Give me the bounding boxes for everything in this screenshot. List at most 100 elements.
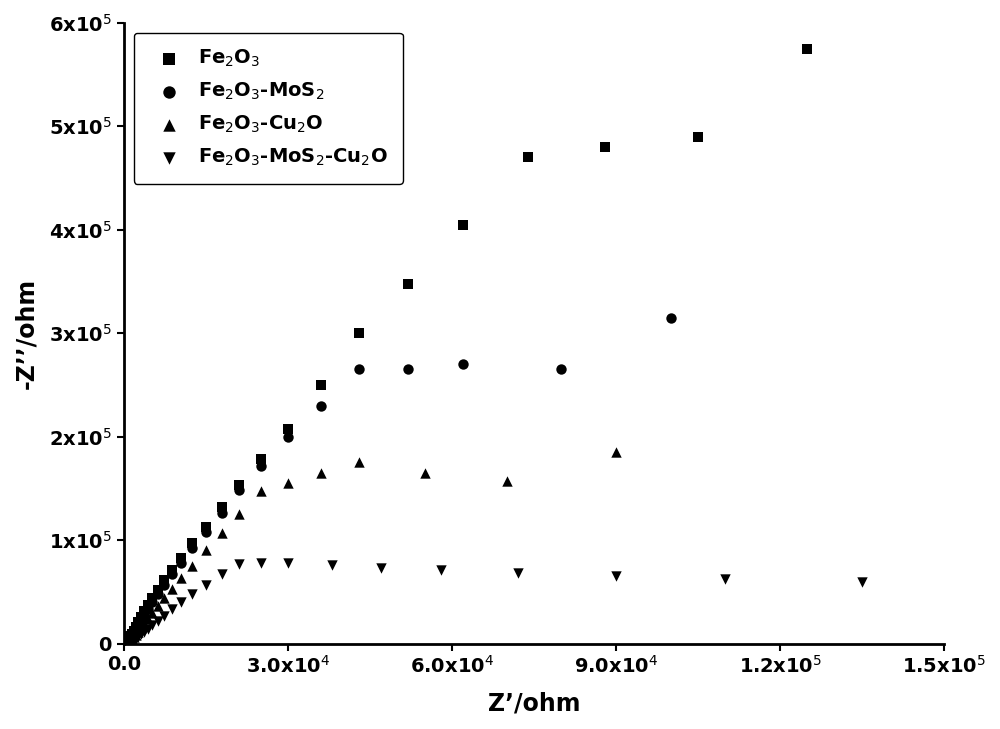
Fe$_{2}$O$_{3}$-MoS$_{2}$ bbox=[130, 620, 146, 631]
Fe$_{2}$O$_{3}$ bbox=[130, 617, 146, 628]
Fe$_{2}$O$_{3}$-Cu$_{2}$O bbox=[164, 583, 180, 595]
Fe$_{2}$O$_{3}$ bbox=[351, 327, 367, 339]
Fe$_{2}$O$_{3}$-Cu$_{2}$O bbox=[144, 607, 160, 619]
Fe$_{2}$O$_{3}$-Cu$_{2}$O bbox=[253, 486, 269, 497]
Fe$_{2}$O$_{3}$-MoS$_{2}$ bbox=[400, 364, 416, 375]
Fe$_{2}$O$_{3}$-MoS$_{2}$ bbox=[126, 628, 142, 639]
Fe$_{2}$O$_{3}$-MoS$_{2}$-Cu$_{2}$O bbox=[130, 631, 146, 642]
Fe$_{2}$O$_{3}$-Cu$_{2}$O bbox=[140, 613, 156, 625]
Fe$_{2}$O$_{3}$-MoS$_{2}$-Cu$_{2}$O bbox=[121, 636, 137, 648]
Fe$_{2}$O$_{3}$-MoS$_{2}$-Cu$_{2}$O bbox=[133, 628, 149, 640]
Fe$_{2}$O$_{3}$-MoS$_{2}$-Cu$_{2}$O bbox=[126, 634, 142, 646]
Fe$_{2}$O$_{3}$-Cu$_{2}$O bbox=[417, 467, 433, 479]
Fe$_{2}$O$_{3}$-Cu$_{2}$O bbox=[499, 475, 515, 487]
Fe$_{2}$O$_{3}$ bbox=[690, 130, 706, 142]
Fe$_{2}$O$_{3}$ bbox=[520, 152, 536, 163]
Fe$_{2}$O$_{3}$ bbox=[122, 631, 138, 642]
Fe$_{2}$O$_{3}$ bbox=[214, 501, 230, 512]
Fe$_{2}$O$_{3}$-MoS$_{2}$ bbox=[150, 588, 166, 600]
Fe$_{2}$O$_{3}$ bbox=[128, 621, 144, 633]
Fe$_{2}$O$_{3}$-MoS$_{2}$ bbox=[455, 359, 471, 370]
Fe$_{2}$O$_{3}$-Cu$_{2}$O bbox=[150, 601, 166, 612]
Fe$_{2}$O$_{3}$-MoS$_{2}$-Cu$_{2}$O bbox=[144, 619, 160, 631]
Fe$_{2}$O$_{3}$-MoS$_{2}$ bbox=[136, 609, 152, 621]
Fe$_{2}$O$_{3}$ bbox=[455, 219, 471, 230]
Fe$_{2}$O$_{3}$-MoS$_{2}$ bbox=[253, 460, 269, 472]
Fe$_{2}$O$_{3}$-Cu$_{2}$O bbox=[118, 637, 134, 649]
Fe$_{2}$O$_{3}$-Cu$_{2}$O bbox=[280, 477, 296, 489]
Fe$_{2}$O$_{3}$-Cu$_{2}$O bbox=[214, 527, 230, 539]
Fe$_{2}$O$_{3}$-MoS$_{2}$-Cu$_{2}$O bbox=[324, 559, 340, 571]
Fe$_{2}$O$_{3}$-MoS$_{2}$ bbox=[198, 526, 214, 537]
Fe$_{2}$O$_{3}$-MoS$_{2}$-Cu$_{2}$O bbox=[164, 604, 180, 615]
Fe$_{2}$O$_{3}$-MoS$_{2}$ bbox=[120, 635, 136, 647]
Fe$_{2}$O$_{3}$-Cu$_{2}$O bbox=[119, 637, 135, 649]
Fe$_{2}$O$_{3}$ bbox=[124, 628, 140, 639]
Fe$_{2}$O$_{3}$-MoS$_{2}$-Cu$_{2}$O bbox=[214, 569, 230, 580]
Fe$_{2}$O$_{3}$-Cu$_{2}$O bbox=[128, 628, 144, 640]
Fe$_{2}$O$_{3}$-MoS$_{2}$-Cu$_{2}$O bbox=[120, 637, 136, 649]
Fe$_{2}$O$_{3}$-MoS$_{2}$-Cu$_{2}$O bbox=[198, 579, 214, 590]
Fe$_{2}$O$_{3}$ bbox=[184, 537, 200, 549]
Fe$_{2}$O$_{3}$-Cu$_{2}$O bbox=[117, 638, 133, 650]
Fe$_{2}$O$_{3}$-MoS$_{2}$-Cu$_{2}$O bbox=[118, 637, 134, 649]
Fe$_{2}$O$_{3}$-Cu$_{2}$O bbox=[231, 508, 247, 520]
Fe$_{2}$O$_{3}$-Cu$_{2}$O bbox=[126, 631, 142, 643]
Fe$_{2}$O$_{3}$-Cu$_{2}$O bbox=[608, 446, 624, 458]
Fe$_{2}$O$_{3}$-MoS$_{2}$ bbox=[231, 485, 247, 496]
Fe$_{2}$O$_{3}$-MoS$_{2}$-Cu$_{2}$O bbox=[173, 596, 189, 608]
Fe$_{2}$O$_{3}$-MoS$_{2}$-Cu$_{2}$O bbox=[280, 557, 296, 569]
Fe$_{2}$O$_{3}$-Cu$_{2}$O bbox=[136, 618, 152, 630]
Fe$_{2}$O$_{3}$-MoS$_{2}$ bbox=[140, 603, 156, 615]
Fe$_{2}$O$_{3}$ bbox=[144, 592, 160, 604]
Fe$_{2}$O$_{3}$ bbox=[280, 424, 296, 435]
Fe$_{2}$O$_{3}$ bbox=[140, 599, 156, 611]
Fe$_{2}$O$_{3}$-MoS$_{2}$-Cu$_{2}$O bbox=[253, 557, 269, 569]
Fe$_{2}$O$_{3}$-Cu$_{2}$O bbox=[198, 545, 214, 556]
Fe$_{2}$O$_{3}$-MoS$_{2}$-Cu$_{2}$O bbox=[122, 636, 138, 647]
Fe$_{2}$O$_{3}$-MoS$_{2}$ bbox=[121, 634, 137, 645]
Fe$_{2}$O$_{3}$ bbox=[121, 633, 137, 644]
Fe$_{2}$O$_{3}$ bbox=[136, 606, 152, 617]
Fe$_{2}$O$_{3}$-MoS$_{2}$ bbox=[351, 364, 367, 375]
Fe$_{2}$O$_{3}$-MoS$_{2}$ bbox=[214, 507, 230, 519]
Fe$_{2}$O$_{3}$ bbox=[253, 453, 269, 465]
Fe$_{2}$O$_{3}$-MoS$_{2}$-Cu$_{2}$O bbox=[150, 615, 166, 627]
Fe$_{2}$O$_{3}$ bbox=[119, 636, 135, 647]
Fe$_{2}$O$_{3}$ bbox=[156, 574, 172, 586]
Fe$_{2}$O$_{3}$-MoS$_{2}$ bbox=[128, 624, 144, 636]
Fe$_{2}$O$_{3}$-MoS$_{2}$-Cu$_{2}$O bbox=[119, 637, 135, 649]
Fe$_{2}$O$_{3}$-MoS$_{2}$-Cu$_{2}$O bbox=[373, 562, 389, 574]
X-axis label: Z’/ohm: Z’/ohm bbox=[488, 691, 580, 715]
Fe$_{2}$O$_{3}$-MoS$_{2}$ bbox=[313, 399, 329, 411]
Fe$_{2}$O$_{3}$-Cu$_{2}$O bbox=[173, 572, 189, 584]
Fe$_{2}$O$_{3}$-MoS$_{2}$ bbox=[122, 632, 138, 644]
Fe$_{2}$O$_{3}$-MoS$_{2}$ bbox=[124, 630, 140, 642]
Fe$_{2}$O$_{3}$ bbox=[400, 278, 416, 289]
Fe$_{2}$O$_{3}$ bbox=[118, 636, 134, 648]
Fe$_{2}$O$_{3}$-MoS$_{2}$ bbox=[184, 542, 200, 554]
Fe$_{2}$O$_{3}$-MoS$_{2}$-Cu$_{2}$O bbox=[854, 577, 870, 588]
Fe$_{2}$O$_{3}$-MoS$_{2}$-Cu$_{2}$O bbox=[136, 625, 152, 637]
Fe$_{2}$O$_{3}$-MoS$_{2}$-Cu$_{2}$O bbox=[124, 635, 140, 647]
Fe$_{2}$O$_{3}$-MoS$_{2}$-Cu$_{2}$O bbox=[140, 623, 156, 634]
Fe$_{2}$O$_{3}$-Cu$_{2}$O bbox=[130, 625, 146, 637]
Fe$_{2}$O$_{3}$-MoS$_{2}$-Cu$_{2}$O bbox=[608, 571, 624, 582]
Fe$_{2}$O$_{3}$ bbox=[133, 612, 149, 623]
Fe$_{2}$O$_{3}$-MoS$_{2}$-Cu$_{2}$O bbox=[184, 588, 200, 600]
Fe$_{2}$O$_{3}$ bbox=[597, 141, 613, 153]
Fe$_{2}$O$_{3}$-MoS$_{2}$-Cu$_{2}$O bbox=[231, 558, 247, 569]
Fe$_{2}$O$_{3}$-MoS$_{2}$ bbox=[156, 579, 172, 590]
Fe$_{2}$O$_{3}$-Cu$_{2}$O bbox=[124, 633, 140, 644]
Fe$_{2}$O$_{3}$-Cu$_{2}$O bbox=[156, 592, 172, 604]
Fe$_{2}$O$_{3}$-MoS$_{2}$ bbox=[663, 312, 679, 324]
Fe$_{2}$O$_{3}$ bbox=[117, 637, 133, 649]
Fe$_{2}$O$_{3}$-MoS$_{2}$ bbox=[553, 364, 569, 375]
Fe$_{2}$O$_{3}$-Cu$_{2}$O bbox=[351, 456, 367, 468]
Fe$_{2}$O$_{3}$-MoS$_{2}$-Cu$_{2}$O bbox=[510, 567, 526, 579]
Fe$_{2}$O$_{3}$-MoS$_{2}$ bbox=[118, 637, 134, 649]
Fe$_{2}$O$_{3}$-Cu$_{2}$O bbox=[133, 622, 149, 634]
Fe$_{2}$O$_{3}$ bbox=[231, 480, 247, 491]
Fe$_{2}$O$_{3}$-Cu$_{2}$O bbox=[121, 636, 137, 647]
Fe$_{2}$O$_{3}$-MoS$_{2}$ bbox=[117, 637, 133, 649]
